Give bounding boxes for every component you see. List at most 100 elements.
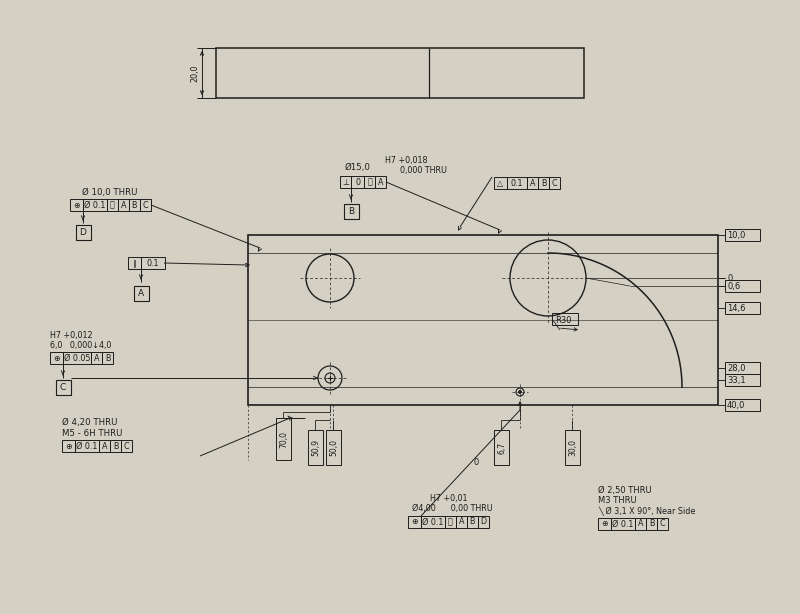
Text: C: C <box>142 201 148 209</box>
Bar <box>598 518 611 530</box>
Text: ⊕: ⊕ <box>601 519 608 529</box>
Bar <box>343 203 358 219</box>
Text: C: C <box>60 383 66 392</box>
Text: Ø 0.1: Ø 0.1 <box>84 201 106 209</box>
Bar <box>118 199 129 211</box>
Text: Ø 0.1: Ø 0.1 <box>612 519 634 529</box>
Bar <box>408 516 421 528</box>
Text: ⊕: ⊕ <box>411 518 418 526</box>
Bar <box>507 177 527 189</box>
Text: D: D <box>481 518 486 526</box>
Text: 0.1: 0.1 <box>146 258 159 268</box>
Bar <box>351 176 364 188</box>
Text: Ø 0.1: Ø 0.1 <box>76 441 98 451</box>
Text: A: A <box>121 201 126 209</box>
Text: B: B <box>132 201 138 209</box>
Text: A: A <box>458 518 464 526</box>
Text: Ⓜ: Ⓜ <box>448 518 453 526</box>
Bar <box>565 430 580 465</box>
Text: ⊕: ⊕ <box>65 441 72 451</box>
Text: 0.1: 0.1 <box>510 179 523 187</box>
Bar <box>364 176 375 188</box>
Text: B: B <box>470 518 475 526</box>
Bar <box>527 177 538 189</box>
Bar <box>141 257 165 269</box>
Bar <box>102 352 113 364</box>
Text: Ø 0.1: Ø 0.1 <box>422 518 444 526</box>
Text: 20,0: 20,0 <box>190 64 199 82</box>
Text: 50,0: 50,0 <box>329 439 338 456</box>
Text: B: B <box>649 519 654 529</box>
Bar <box>611 518 635 530</box>
Bar <box>494 177 507 189</box>
Bar <box>91 352 102 364</box>
Text: Ⓜ: Ⓜ <box>367 177 372 187</box>
Text: Ø 10,0 THRU: Ø 10,0 THRU <box>82 187 138 196</box>
Bar <box>83 199 107 211</box>
Bar <box>725 362 760 374</box>
Text: A: A <box>638 519 643 529</box>
Text: B: B <box>105 354 110 362</box>
Text: △: △ <box>498 179 503 187</box>
Bar <box>308 430 323 465</box>
Text: 0,000 THRU: 0,000 THRU <box>385 166 447 174</box>
Text: H7 +0,01: H7 +0,01 <box>430 494 467 502</box>
Bar <box>725 374 760 386</box>
Text: 10,0: 10,0 <box>727 230 746 239</box>
Text: 0: 0 <box>474 457 478 467</box>
Bar <box>55 379 70 395</box>
Text: B: B <box>113 441 118 451</box>
Text: A: A <box>530 179 535 187</box>
Bar <box>326 430 341 465</box>
Bar <box>75 440 99 452</box>
Text: ⊥: ⊥ <box>342 177 349 187</box>
Bar <box>725 280 760 292</box>
Bar <box>635 518 646 530</box>
Text: R30: R30 <box>555 316 571 325</box>
Bar <box>494 430 509 465</box>
Bar <box>725 302 760 314</box>
Bar <box>657 518 668 530</box>
Text: 28,0: 28,0 <box>727 363 746 373</box>
Bar <box>467 516 478 528</box>
Bar <box>445 516 456 528</box>
Bar <box>276 418 291 460</box>
Bar <box>478 516 489 528</box>
Text: A: A <box>378 177 383 187</box>
Text: C: C <box>660 519 666 529</box>
Text: C: C <box>552 179 558 187</box>
Bar <box>456 516 467 528</box>
Text: Ø 4,20 THRU: Ø 4,20 THRU <box>62 418 118 427</box>
Text: Ø4,00      0,00 THRU: Ø4,00 0,00 THRU <box>412 503 493 513</box>
Bar <box>421 516 445 528</box>
Bar <box>70 199 83 211</box>
Text: ⊕: ⊕ <box>53 354 60 362</box>
Text: H7 +0,012: H7 +0,012 <box>50 330 93 340</box>
Bar <box>50 352 63 364</box>
Bar <box>725 229 760 241</box>
Text: 30,0: 30,0 <box>568 439 577 456</box>
Bar <box>99 440 110 452</box>
Bar <box>62 440 75 452</box>
Text: 33,1: 33,1 <box>727 376 746 384</box>
Text: ╲ Ø 3,1 X 90°, Near Side: ╲ Ø 3,1 X 90°, Near Side <box>598 507 695 516</box>
Text: A: A <box>102 441 107 451</box>
Text: Ø 2,50 THRU: Ø 2,50 THRU <box>598 486 652 494</box>
Text: H7 +0,018: H7 +0,018 <box>385 155 427 165</box>
Text: Ø 0.05: Ø 0.05 <box>64 354 90 362</box>
Circle shape <box>518 391 522 393</box>
Text: M5 - 6H THRU: M5 - 6H THRU <box>62 429 122 438</box>
Text: 50,9: 50,9 <box>311 439 320 456</box>
Text: 0,6: 0,6 <box>727 281 740 290</box>
Bar <box>134 286 149 300</box>
Bar <box>552 313 578 325</box>
Bar <box>75 225 90 239</box>
Text: D: D <box>79 228 86 236</box>
Text: ⊕: ⊕ <box>73 201 80 209</box>
Text: 14,6: 14,6 <box>727 303 746 313</box>
Bar <box>375 176 386 188</box>
Bar <box>129 199 140 211</box>
Bar <box>549 177 560 189</box>
Text: Ø15,0: Ø15,0 <box>345 163 371 171</box>
Text: A: A <box>138 289 144 298</box>
